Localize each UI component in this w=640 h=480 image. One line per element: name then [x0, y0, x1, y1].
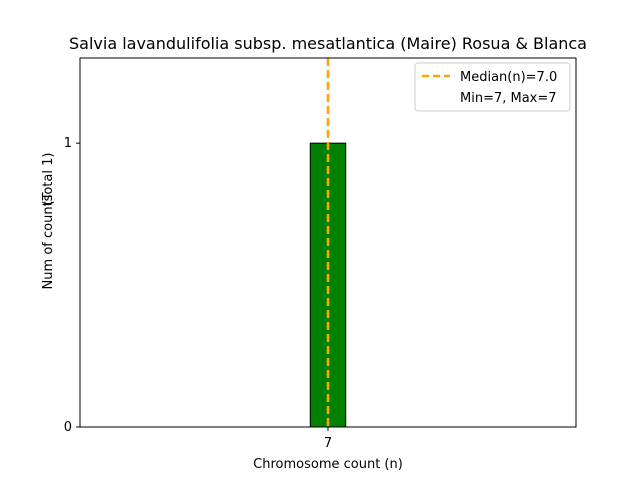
x-tick-label-7: 7 [324, 436, 332, 451]
y-tick-label-1: 1 [64, 136, 72, 151]
y-axis-label: Num of counts [41, 194, 56, 289]
chart-title: Salvia lavandulifolia subsp. mesatlantic… [69, 34, 587, 53]
legend-minmax-label: Min=7, Max=7 [460, 91, 557, 106]
legend-median-label: Median(n)=7.0 [460, 70, 557, 85]
legend-box [414, 62, 571, 112]
y-axis-total-label: (Total 1) [41, 153, 56, 206]
y-tick-label-0: 0 [64, 420, 72, 435]
legend: Median(n)=7.0 Min=7, Max=7 [414, 62, 571, 112]
x-axis-label: Chromosome count (n) [253, 457, 403, 472]
plot-area-frame [79, 57, 577, 428]
